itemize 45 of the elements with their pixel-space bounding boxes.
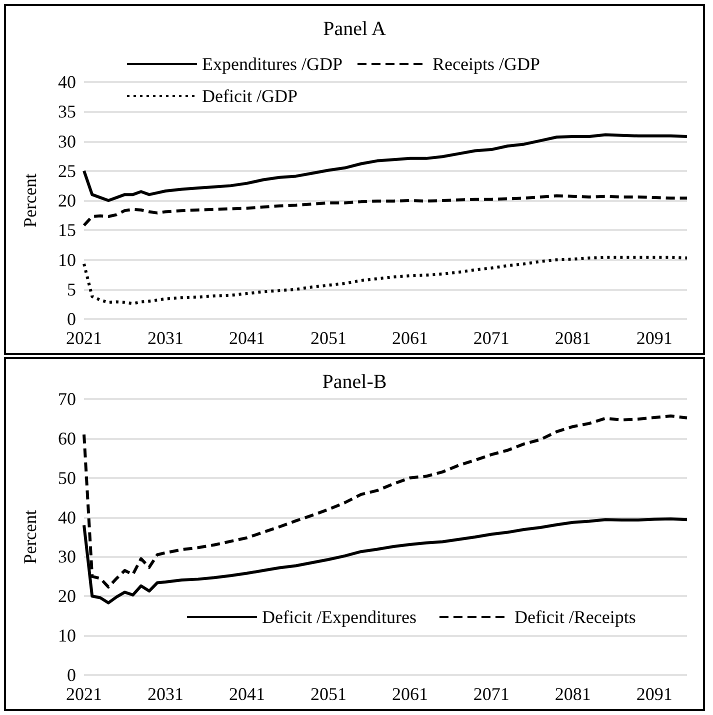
y-tick-label: 20 (58, 190, 76, 210)
y-tick-label: 10 (58, 626, 76, 646)
y-tick-label: 40 (58, 507, 76, 528)
x-tick-label: 2081 (554, 684, 591, 704)
y-tick-label: 40 (58, 72, 76, 92)
x-tick-label: 2071 (473, 684, 510, 704)
x-tick-label: 2031 (147, 684, 184, 704)
x-tick-label: 2081 (554, 328, 591, 348)
legend-label: Deficit /Expenditures (262, 607, 416, 627)
y-tick-label: 30 (58, 546, 76, 567)
y-axis-title: Percent (20, 510, 40, 564)
y-tick-label: 50 (58, 468, 76, 488)
y-tick-label: 20 (58, 586, 76, 606)
x-tick-label: 2021 (66, 328, 102, 348)
x-tick-label: 2031 (147, 328, 184, 348)
y-tick-label: 35 (58, 102, 76, 122)
y-tick-label: 15 (58, 220, 76, 240)
y-tick-label: 30 (58, 131, 76, 152)
chart-title: Panel-B (322, 371, 387, 393)
x-tick-label: 2091 (636, 684, 672, 704)
y-tick-label: 0 (67, 309, 76, 329)
legend-label: Receipts /GDP (432, 54, 540, 74)
legend-label: Deficit /GDP (202, 86, 298, 106)
x-tick-label: 2061 (392, 684, 428, 704)
x-tick-label: 2091 (636, 328, 672, 348)
legend-label: Deficit /Receipts (514, 607, 636, 627)
x-tick-label: 2041 (228, 328, 265, 348)
x-tick-label: 2071 (473, 328, 510, 348)
y-tick-label: 70 (58, 389, 76, 409)
x-tick-label: 2061 (392, 328, 428, 348)
y-tick-label: 5 (67, 279, 76, 300)
x-tick-label: 2041 (228, 684, 265, 704)
y-tick-label: 10 (58, 250, 76, 270)
x-tick-label: 2051 (310, 684, 346, 704)
legend-label: Expenditures /GDP (202, 54, 342, 74)
line-series (82, 133, 688, 202)
y-axis-title: Percent (20, 174, 40, 228)
x-tick-label: 2051 (310, 328, 346, 348)
line-series (82, 194, 688, 227)
y-tick-label: 25 (58, 160, 76, 181)
x-tick-label: 2021 (66, 684, 102, 704)
chart-title: Panel A (323, 18, 386, 40)
y-tick-label: 60 (58, 428, 76, 448)
y-tick-label: 0 (67, 665, 76, 685)
line-series (82, 256, 688, 306)
